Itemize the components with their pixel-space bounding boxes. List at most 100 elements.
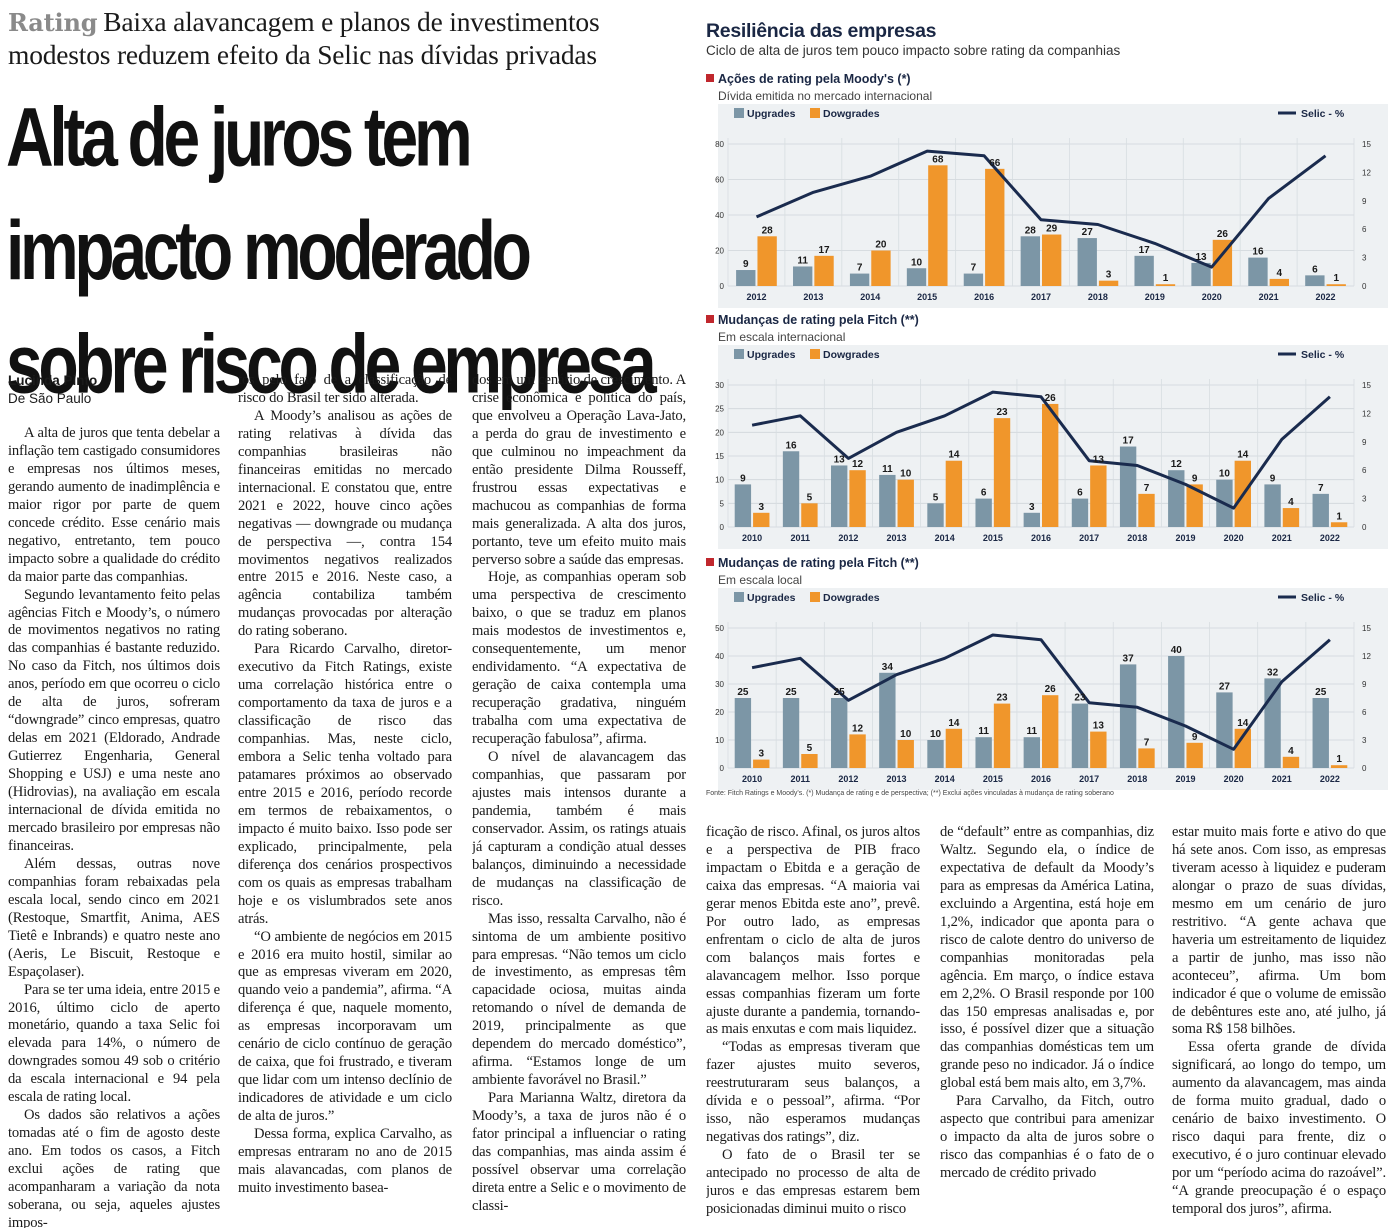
infographic-title: Resiliência das empresas <box>706 20 937 42</box>
bar-upgrades <box>1312 698 1329 768</box>
data-label-downgrades: 12 <box>852 459 864 470</box>
data-label-downgrades: 4 <box>1288 497 1294 508</box>
paragraph: estar muito mais forte e ativo do que há… <box>1172 824 1386 1038</box>
headline-line-3: sobre risco de empresa <box>6 316 657 411</box>
paragraph: tos pelo fato de a classificação de risc… <box>238 372 452 406</box>
y-tick-label: 20 <box>715 247 724 256</box>
bar-downgrades <box>1330 522 1348 527</box>
data-label-downgrades: 23 <box>996 407 1008 418</box>
y-right-tick-label: 0 <box>1362 282 1367 291</box>
bar-downgrades <box>1282 508 1300 527</box>
data-label-downgrades: 20 <box>875 240 887 251</box>
data-label-upgrades: 25 <box>785 687 797 698</box>
bar-downgrades <box>753 759 770 768</box>
bar-upgrades <box>1168 656 1185 768</box>
data-label-upgrades: 27 <box>1219 681 1231 692</box>
bar-upgrades <box>879 672 896 768</box>
x-tick-label: 2011 <box>790 533 810 543</box>
bar-downgrades <box>945 728 963 768</box>
bar-upgrades <box>1191 262 1211 286</box>
bar-upgrades <box>1119 446 1137 527</box>
y-tick-label: 0 <box>720 282 725 291</box>
paragraph: Os dados são relativos a ações tomadas a… <box>8 1107 220 1228</box>
data-label-upgrades: 9 <box>740 473 746 484</box>
data-label-upgrades: 11 <box>978 726 989 737</box>
data-label-upgrades: 23 <box>1074 693 1086 704</box>
x-tick-label: 2018 <box>1127 533 1147 543</box>
paragraph: dos em um cenário de crescimento. A cris… <box>472 372 686 568</box>
data-label-upgrades: 34 <box>882 662 894 673</box>
data-label-upgrades: 3 <box>1029 502 1035 513</box>
data-label-upgrades: 32 <box>1267 667 1279 678</box>
bar-upgrades <box>734 484 752 527</box>
y-right-tick-label: 12 <box>1362 409 1371 418</box>
y-right-tick-label: 3 <box>1362 254 1367 263</box>
data-label-upgrades: 25 <box>834 687 846 698</box>
bar-downgrades <box>1042 403 1059 527</box>
legend-downgrades-label: Dowgrades <box>823 349 880 361</box>
bar-downgrades <box>1326 284 1346 286</box>
red-square-icon <box>706 315 714 323</box>
data-label-upgrades: 17 <box>1139 245 1151 256</box>
x-tick-label: 2020 <box>1224 774 1244 784</box>
data-label-upgrades: 11 <box>882 464 893 475</box>
data-label-upgrades: 25 <box>737 687 749 698</box>
data-label-downgrades: 14 <box>948 450 960 461</box>
paragraph: Para se ter uma ideia, entre 2015 e 2016… <box>8 981 220 1106</box>
legend-selic-label: Selic - % <box>1301 592 1345 604</box>
article-column-5: de “default” entre as companhias, diz Wa… <box>940 824 1154 1228</box>
data-label-downgrades: 3 <box>758 749 764 760</box>
bar-downgrades <box>993 703 1011 768</box>
data-label-upgrades: 10 <box>1219 469 1231 480</box>
data-label-upgrades: 13 <box>834 454 846 465</box>
bar-upgrades <box>793 266 813 286</box>
fitch-international-chart: Upgrades Dowgrades Selic - %05101520253003… <box>715 345 1388 549</box>
bar-downgrades <box>993 418 1011 527</box>
x-tick-label: 2016 <box>974 292 994 302</box>
x-tick-label: 2015 <box>983 774 1003 784</box>
data-label-upgrades: 27 <box>1082 227 1094 238</box>
paragraph: Hoje, as companhias operam sob uma persp… <box>472 569 686 748</box>
chart-3-title: Mudanças de rating pela Fitch (**) <box>706 556 919 570</box>
legend-upgrades-label: Upgrades <box>747 592 796 604</box>
x-tick-label: 2016 <box>1031 774 1051 784</box>
data-label-downgrades: 23 <box>996 693 1008 704</box>
bar-upgrades <box>1071 498 1089 527</box>
legend-downgrades-swatch <box>810 592 820 602</box>
data-label-downgrades: 14 <box>948 718 960 729</box>
y-right-tick-label: 3 <box>1362 736 1367 745</box>
x-tick-label: 2010 <box>742 533 762 543</box>
data-label-upgrades: 25 <box>1315 687 1327 698</box>
paragraph: A alta de juros que tenta debelar a infl… <box>8 425 220 585</box>
x-tick-label: 2012 <box>838 774 858 784</box>
bar-downgrades <box>1186 484 1203 527</box>
bar-downgrades <box>985 168 1005 286</box>
bar-downgrades <box>1098 280 1119 286</box>
x-tick-label: 2016 <box>1031 533 1051 543</box>
bar-upgrades <box>1264 484 1281 527</box>
data-label-upgrades: 7 <box>971 263 977 274</box>
bar-downgrades <box>1138 748 1155 768</box>
x-tick-label: 2019 <box>1175 774 1195 784</box>
bar-upgrades <box>1071 703 1089 768</box>
bar-downgrades <box>1138 493 1155 527</box>
paragraph: Segundo levantamento feito pelas agência… <box>8 586 220 854</box>
x-tick-label: 2013 <box>887 533 907 543</box>
bar-upgrades <box>1023 512 1040 527</box>
y-right-tick-label: 15 <box>1362 624 1371 633</box>
paragraph: Para Ricardo Carvalho, diretor-executivo… <box>238 641 452 927</box>
selic-line <box>755 149 1327 269</box>
y-right-tick-label: 9 <box>1362 438 1367 447</box>
bar-upgrades <box>831 698 848 768</box>
y-tick-label: 30 <box>715 680 724 689</box>
bar-downgrades <box>928 165 948 286</box>
data-label-downgrades: 3 <box>1106 270 1112 281</box>
bar-downgrades <box>897 479 914 527</box>
y-right-tick-label: 3 <box>1362 495 1367 504</box>
legend-downgrades-swatch <box>810 108 820 118</box>
infographic: Resiliência das empresas Ciclo de alta d… <box>704 10 1388 805</box>
paragraph: Para Carvalho, da Fitch, outro aspecto q… <box>940 1093 1154 1182</box>
y-tick-label: 20 <box>715 708 724 717</box>
x-tick-label: 2017 <box>1079 533 1099 543</box>
x-tick-label: 2014 <box>935 774 955 784</box>
